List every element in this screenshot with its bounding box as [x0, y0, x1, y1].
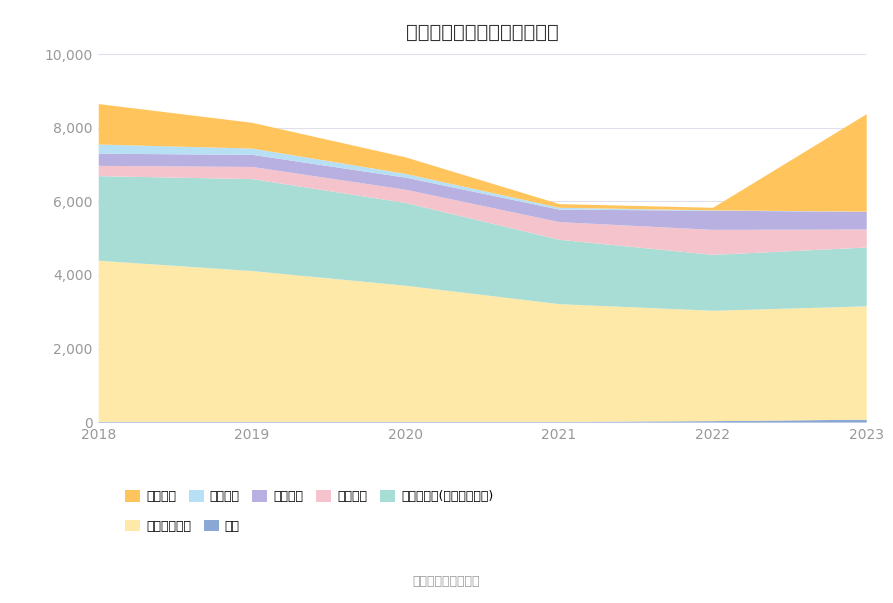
- Title: 历年主要负债堆积图（万元）: 历年主要负债堆积图（万元）: [405, 22, 559, 42]
- Text: 数据来源：恒生聚源: 数据来源：恒生聚源: [413, 575, 480, 588]
- Legend: 长期递延收益, 其它: 长期递延收益, 其它: [120, 515, 245, 538]
